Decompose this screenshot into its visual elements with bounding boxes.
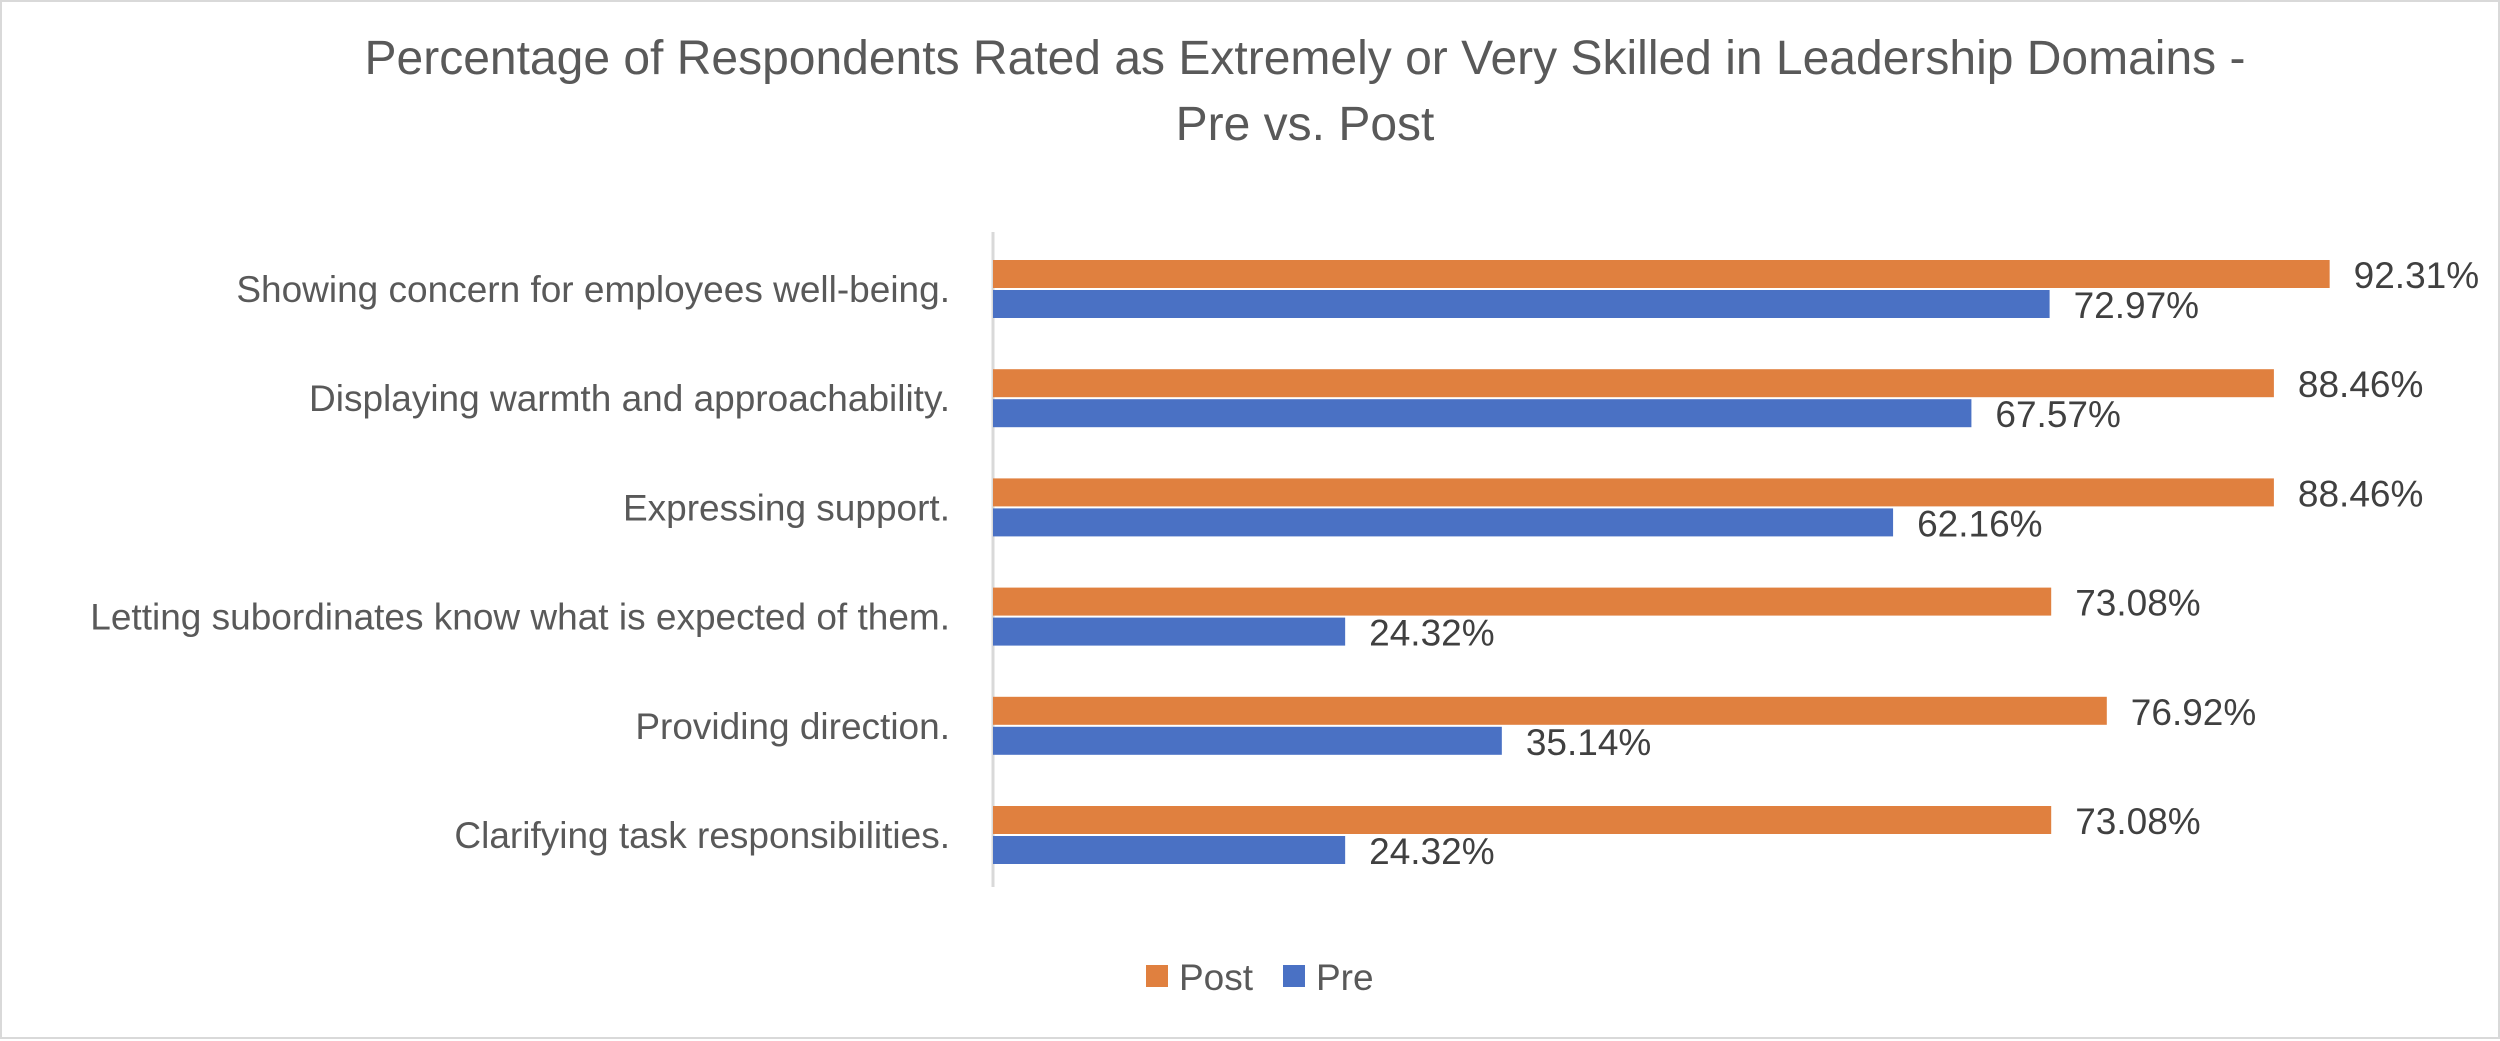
legend-label-post: Post: [1179, 957, 1254, 998]
data-label-post-letting-subordinates-know-what-is-expected-of-them: 73.08%: [2075, 583, 2201, 624]
bar-pre-providing-direction: [993, 726, 1502, 755]
bar-post-providing-direction: [993, 696, 2107, 725]
data-label-post-expressing-support: 88.46%: [2298, 473, 2424, 514]
data-label-post-clarifying-task-responsibilities: 73.08%: [2075, 801, 2201, 842]
category-label-showing-concern-for-employees-well-being: Showing concern for employees well-being…: [236, 269, 950, 310]
data-label-post-displaying-warmth-and-approachability: 88.46%: [2298, 364, 2424, 405]
bar-post-expressing-support: [993, 478, 2274, 507]
data-label-pre-expressing-support: 62.16%: [1917, 503, 2043, 544]
category-label-providing-direction: Providing direction.: [635, 706, 950, 747]
bar-post-displaying-warmth-and-approachability: [993, 369, 2274, 398]
category-label-displaying-warmth-and-approachability: Displaying warmth and approachability.: [309, 378, 950, 419]
bar-pre-clarifying-task-responsibilities: [993, 836, 1346, 864]
category-labels: Showing concern for employees well-being…: [90, 269, 950, 856]
chart-title-line-2: Pre vs. Post: [1176, 98, 1435, 151]
data-labels: 92.31% 72.97% 88.46% 67.57% 88.46% 62.16% 73.0…: [1369, 255, 2479, 872]
category-label-expressing-support: Expressing support.: [623, 487, 950, 528]
data-label-pre-clarifying-task-responsibilities: 24.32%: [1369, 831, 1495, 872]
legend: Post Pre: [1146, 957, 1374, 998]
data-label-post-showing-concern-for-employees-well-being: 92.31%: [2354, 255, 2480, 296]
chart-title: Percentage of Respondents Rated as Extre…: [365, 32, 2246, 151]
data-label-pre-letting-subordinates-know-what-is-expected-of-them: 24.32%: [1369, 613, 1495, 654]
bars-group: [993, 260, 2330, 864]
data-label-post-providing-direction: 76.92%: [2131, 692, 2257, 733]
bar-post-clarifying-task-responsibilities: [993, 806, 2052, 834]
data-label-pre-providing-direction: 35.14%: [1526, 722, 1652, 763]
legend-label-pre: Pre: [1316, 957, 1374, 998]
bar-pre-showing-concern-for-employees-well-being: [993, 290, 2050, 318]
data-label-pre-showing-concern-for-employees-well-being: 72.97%: [2074, 285, 2200, 326]
legend-swatch-pre: [1283, 965, 1305, 987]
bar-pre-expressing-support: [993, 508, 1894, 537]
legend-swatch-post: [1146, 965, 1168, 987]
bar-post-showing-concern-for-employees-well-being: [993, 260, 2330, 288]
bar-pre-letting-subordinates-know-what-is-expected-of-them: [993, 617, 1346, 646]
data-label-pre-displaying-warmth-and-approachability: 67.57%: [1995, 394, 2121, 435]
bar-post-letting-subordinates-know-what-is-expected-of-them: [993, 587, 2052, 616]
category-label-clarifying-task-responsibilities: Clarifying task responsibilities.: [454, 815, 950, 856]
chart-title-line-1: Percentage of Respondents Rated as Extre…: [365, 32, 2246, 85]
bar-pre-displaying-warmth-and-approachability: [993, 399, 1972, 428]
category-label-letting-subordinates-know-what-is-expected-of-them: Letting subordinates know what is expect…: [90, 597, 950, 638]
